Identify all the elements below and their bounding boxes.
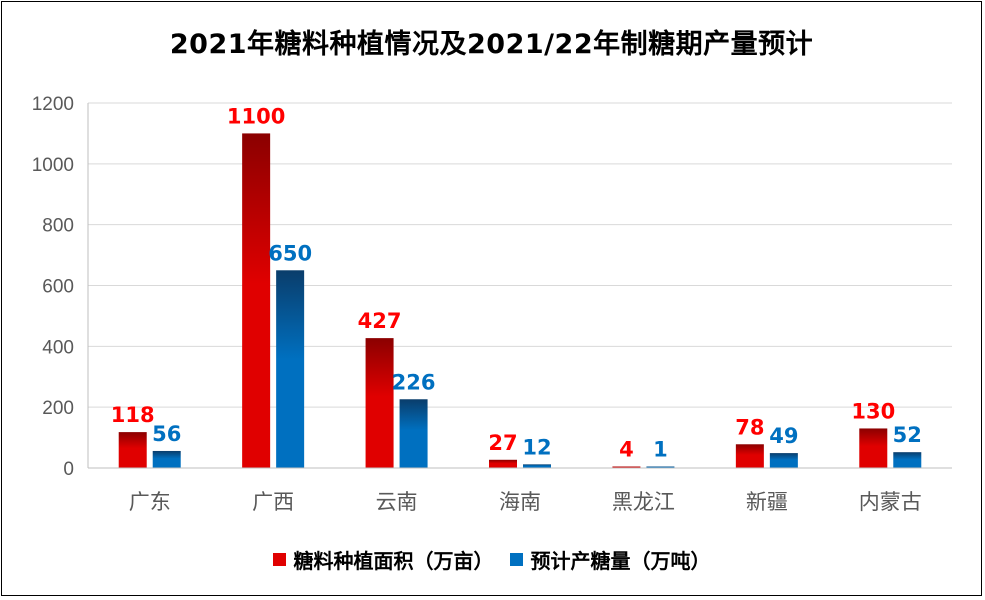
x-tick-label: 内蒙古 xyxy=(859,490,922,514)
bar-area xyxy=(118,432,147,468)
data-label-area: 1100 xyxy=(227,104,285,128)
data-label-area: 27 xyxy=(488,431,517,455)
data-label-sugar: 1 xyxy=(653,438,668,462)
x-tick-label: 广西 xyxy=(252,490,294,514)
x-tick-label: 云南 xyxy=(376,490,418,514)
legend-item-area: 糖料种植面积（万亩） xyxy=(272,545,494,574)
y-tick-label: 800 xyxy=(42,216,74,237)
chart-title: 2021年糖料种植情况及2021/22年制糖期产量预计 xyxy=(169,29,814,60)
y-tick-label: 0 xyxy=(63,459,74,480)
x-tick-label: 黑龙江 xyxy=(612,490,675,514)
bar-area xyxy=(612,466,641,468)
y-tick-label: 400 xyxy=(42,337,74,358)
data-label-sugar: 650 xyxy=(268,241,312,265)
y-tick-label: 1200 xyxy=(32,94,74,115)
data-label-area: 130 xyxy=(851,399,895,423)
bar-sugar xyxy=(523,464,551,468)
legend-label-sugar: 预计产糖量（万吨） xyxy=(530,549,711,573)
y-tick-label: 600 xyxy=(42,277,74,298)
data-label-sugar: 12 xyxy=(522,435,551,459)
y-tick-label: 200 xyxy=(42,398,74,419)
data-label-sugar: 49 xyxy=(769,424,798,448)
bar-area xyxy=(365,338,394,468)
chart-legend: 糖料种植面积（万亩） 预计产糖量（万吨） xyxy=(2,545,981,574)
bar-sugar xyxy=(152,450,181,468)
data-label-sugar: 52 xyxy=(893,423,922,447)
bar-area xyxy=(735,444,764,468)
data-label-sugar: 226 xyxy=(392,370,436,394)
data-label-sugar: 56 xyxy=(152,422,181,446)
bar-sugar xyxy=(276,270,305,468)
bar-sugar xyxy=(646,466,675,468)
x-tick-label: 海南 xyxy=(499,490,541,514)
legend-swatch-sugar xyxy=(509,553,523,566)
data-label-area: 118 xyxy=(111,403,155,427)
bar-sugar xyxy=(769,453,798,468)
data-label-area: 78 xyxy=(735,415,764,439)
data-label-area: 427 xyxy=(358,309,402,333)
bar-sugar xyxy=(399,399,428,468)
bar-area xyxy=(859,428,888,468)
y-tick-label: 1000 xyxy=(32,155,74,176)
bar-sugar xyxy=(893,452,922,468)
legend-label-area: 糖料种植面积（万亩） xyxy=(293,549,494,573)
data-label-area: 4 xyxy=(619,438,634,462)
bar-area xyxy=(489,459,517,468)
legend-swatch-area xyxy=(272,553,286,566)
x-tick-label: 广东 xyxy=(129,490,171,514)
legend-item-sugar: 预计产糖量（万吨） xyxy=(509,545,711,574)
bar-area xyxy=(242,133,271,468)
x-tick-label: 新疆 xyxy=(746,490,788,514)
